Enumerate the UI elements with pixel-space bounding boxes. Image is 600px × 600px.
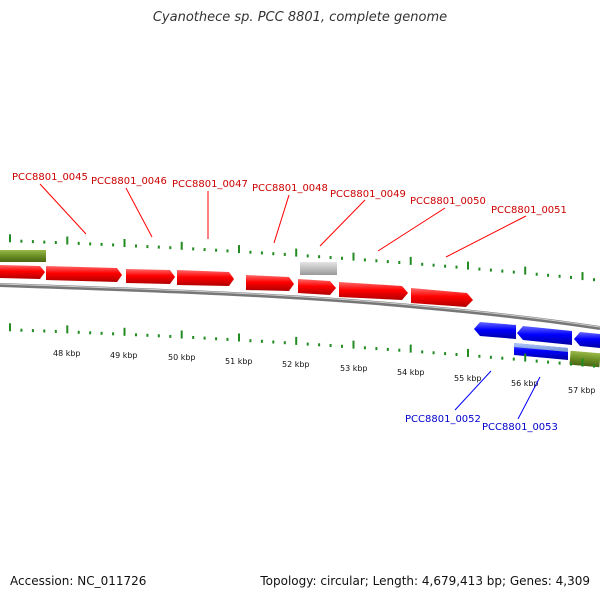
scale-label: 57 kbp <box>568 386 596 395</box>
reverse-gene-highlight <box>514 343 568 352</box>
gene-label-pcc8801-0047[interactable]: PCC8801_0047 <box>172 179 248 190</box>
gene-label-pcc8801-0045[interactable]: PCC8801_0045 <box>12 172 88 183</box>
gene-label-pcc8801-0053[interactable]: PCC8801_0053 <box>482 422 558 433</box>
callout-line <box>125 187 153 238</box>
reverse-gene-arrow[interactable] <box>574 332 600 348</box>
scale-label: 48 kbp <box>53 349 81 358</box>
scale-label: 53 kbp <box>340 364 368 373</box>
callout-line <box>319 199 366 247</box>
forward-gene-arrow[interactable] <box>411 288 473 307</box>
scale-label: 51 kbp <box>225 357 253 366</box>
forward-gene-callouts <box>39 183 527 258</box>
scale-label: 52 kbp <box>282 360 310 369</box>
genome-backbone-highlight <box>0 283 600 328</box>
reverse-gene-arrow[interactable] <box>474 322 516 339</box>
reverse-gene-arrow[interactable] <box>517 326 572 345</box>
forward-gene-labels: PCC8801_0045 PCC8801_0046 PCC8801_0047 P… <box>12 172 567 216</box>
reverse-gene-track <box>474 322 600 360</box>
forward-gene-arrow[interactable] <box>298 279 336 295</box>
scale-label: 50 kbp <box>168 353 196 362</box>
callout-line <box>445 215 527 258</box>
gene-label-pcc8801-0051[interactable]: PCC8801_0051 <box>491 205 567 216</box>
scale-label: 55 kbp <box>454 374 482 383</box>
rna-feature[interactable] <box>569 350 600 368</box>
callout-line <box>273 194 290 244</box>
misc-feature[interactable] <box>300 262 337 275</box>
rna-feature[interactable] <box>0 250 46 262</box>
lower-tick-ruler <box>9 323 595 368</box>
forward-gene-arrow[interactable] <box>246 275 294 291</box>
scale-label: 56 kbp <box>511 379 539 388</box>
callout-line <box>517 376 541 420</box>
reverse-gene-callouts <box>454 370 541 420</box>
forward-gene-arrow[interactable] <box>339 282 408 300</box>
callout-line <box>377 207 446 252</box>
genome-backbone <box>0 283 600 330</box>
reverse-gene-labels: PCC8801_0052 PCC8801_0053 <box>405 414 558 433</box>
forward-gene-arrow[interactable] <box>177 270 234 286</box>
gene-label-pcc8801-0046[interactable]: PCC8801_0046 <box>91 176 167 187</box>
scale-labels: 48 kbp 49 kbp 50 kbp 51 kbp 52 kbp 53 kb… <box>53 349 596 395</box>
gene-label-pcc8801-0049[interactable]: PCC8801_0049 <box>330 189 406 200</box>
forward-gene-arrow[interactable] <box>0 265 45 279</box>
callout-line <box>39 183 87 235</box>
forward-gene-arrow[interactable] <box>46 266 122 282</box>
accession-text: Accession: NC_011726 <box>10 574 147 588</box>
forward-gene-track <box>0 265 473 307</box>
scale-label: 54 kbp <box>397 368 425 377</box>
genome-summary-text: Topology: circular; Length: 4,679,413 bp… <box>260 574 590 588</box>
genome-title: Cyanothece sp. PCC 8801, complete genome <box>152 10 448 25</box>
gene-label-pcc8801-0048[interactable]: PCC8801_0048 <box>252 183 328 194</box>
gene-label-pcc8801-0050[interactable]: PCC8801_0050 <box>410 196 486 207</box>
upper-tick-ruler <box>9 234 595 282</box>
forward-gene-arrow[interactable] <box>126 269 175 284</box>
gene-label-pcc8801-0052[interactable]: PCC8801_0052 <box>405 414 481 425</box>
callout-line <box>454 370 492 411</box>
scale-label: 49 kbp <box>110 351 138 360</box>
